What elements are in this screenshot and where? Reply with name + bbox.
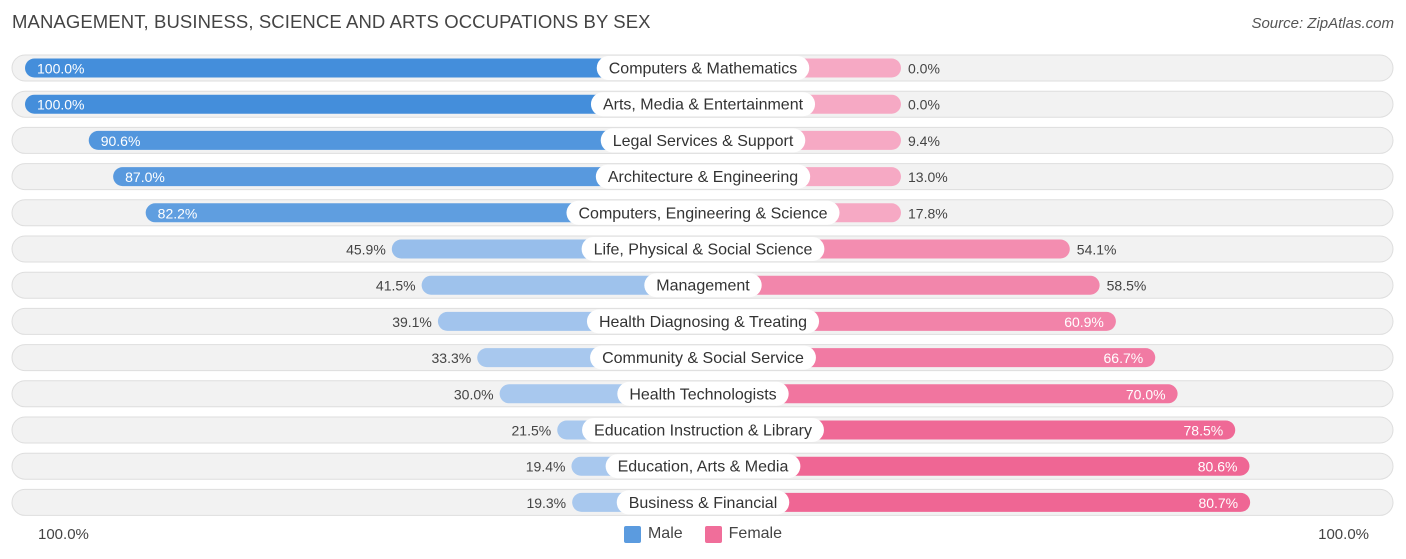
category-label: Health Technologists [629, 386, 776, 403]
category-label: Education Instruction & Library [594, 423, 812, 440]
female-bar [703, 384, 1178, 404]
category-label: Community & Social Service [602, 350, 804, 367]
legend-swatch-male [623, 525, 641, 543]
category-pill [586, 309, 820, 334]
female-value-label: 60.9% [1064, 314, 1104, 330]
legend-swatch-female [704, 525, 722, 543]
category-pill [600, 128, 806, 153]
category-label: Architecture & Engineering [608, 169, 798, 186]
category-pill [596, 56, 810, 80]
category-pill [595, 164, 811, 189]
chart-title: MANAGEMENT, BUSINESS, SCIENCE AND ARTS O… [12, 11, 651, 32]
category-label: Legal Services & Support [613, 133, 794, 150]
male-bar [113, 167, 703, 187]
male-value-label: 30.0% [454, 386, 494, 402]
female-value-label: 0.0% [908, 97, 940, 113]
male-bar [145, 203, 703, 223]
male-bar [25, 94, 703, 114]
axis-right-label: 100.0% [1318, 526, 1369, 543]
male-bar [421, 275, 703, 295]
male-bar [88, 130, 704, 150]
category-label: Arts, Media & Entertainment [603, 97, 804, 114]
male-value-label: 82.2% [158, 205, 198, 221]
category-label: Computers, Engineering & Science [578, 205, 827, 222]
category-pill [590, 345, 816, 370]
female-bar [703, 456, 1250, 476]
legend-label-male: Male [647, 525, 683, 542]
male-value-label: 100.0% [37, 97, 84, 113]
category-label: Health Diagnosing & Treating [599, 314, 807, 331]
male-value-label: 45.9% [346, 242, 386, 258]
category-pill [616, 490, 790, 515]
female-bar [703, 275, 1100, 295]
female-value-label: 70.0% [1126, 386, 1166, 402]
legend-item-female: Female [704, 525, 783, 543]
category-pill [566, 200, 840, 225]
male-value-label: 19.4% [526, 459, 566, 475]
female-value-label: 66.7% [1104, 350, 1144, 366]
female-value-label: 0.0% [908, 61, 940, 77]
legend-item-male: Male [623, 525, 683, 543]
male-value-label: 39.1% [392, 314, 432, 330]
female-bar [703, 492, 1251, 512]
category-label: Management [656, 278, 750, 295]
source-credit: Source: ZipAtlas.com [1251, 15, 1394, 32]
male-value-label: 87.0% [125, 169, 165, 185]
category-pill [644, 273, 762, 298]
male-bar [25, 58, 703, 78]
female-bar [703, 348, 1156, 368]
female-value-label: 78.5% [1184, 423, 1224, 439]
legend: Male Female [0, 525, 1406, 543]
category-pill [617, 381, 789, 406]
category-label: Education, Arts & Media [618, 459, 789, 476]
male-value-label: 19.3% [526, 495, 566, 511]
female-bar [703, 420, 1236, 440]
category-pill [582, 418, 824, 442]
legend-label-female: Female [728, 525, 783, 542]
male-value-label: 90.6% [101, 133, 141, 149]
category-label: Life, Physical & Social Science [594, 242, 813, 259]
male-value-label: 21.5% [512, 423, 552, 439]
female-value-label: 80.6% [1198, 459, 1238, 475]
male-value-label: 100.0% [37, 61, 84, 77]
female-value-label: 54.1% [1077, 242, 1117, 258]
axis-left-label: 100.0% [38, 526, 89, 543]
category-pill [590, 92, 816, 117]
male-value-label: 41.5% [376, 278, 416, 294]
category-label: Computers & Mathematics [609, 61, 798, 78]
category-label: Business & Financial [629, 495, 778, 512]
female-value-label: 9.4% [908, 133, 940, 149]
category-pill [581, 237, 825, 261]
male-value-label: 33.3% [432, 350, 472, 366]
female-value-label: 58.5% [1107, 278, 1147, 294]
female-value-label: 13.0% [908, 169, 948, 185]
female-value-label: 80.7% [1198, 495, 1238, 511]
category-pill [605, 454, 801, 479]
female-value-label: 17.8% [908, 205, 948, 221]
